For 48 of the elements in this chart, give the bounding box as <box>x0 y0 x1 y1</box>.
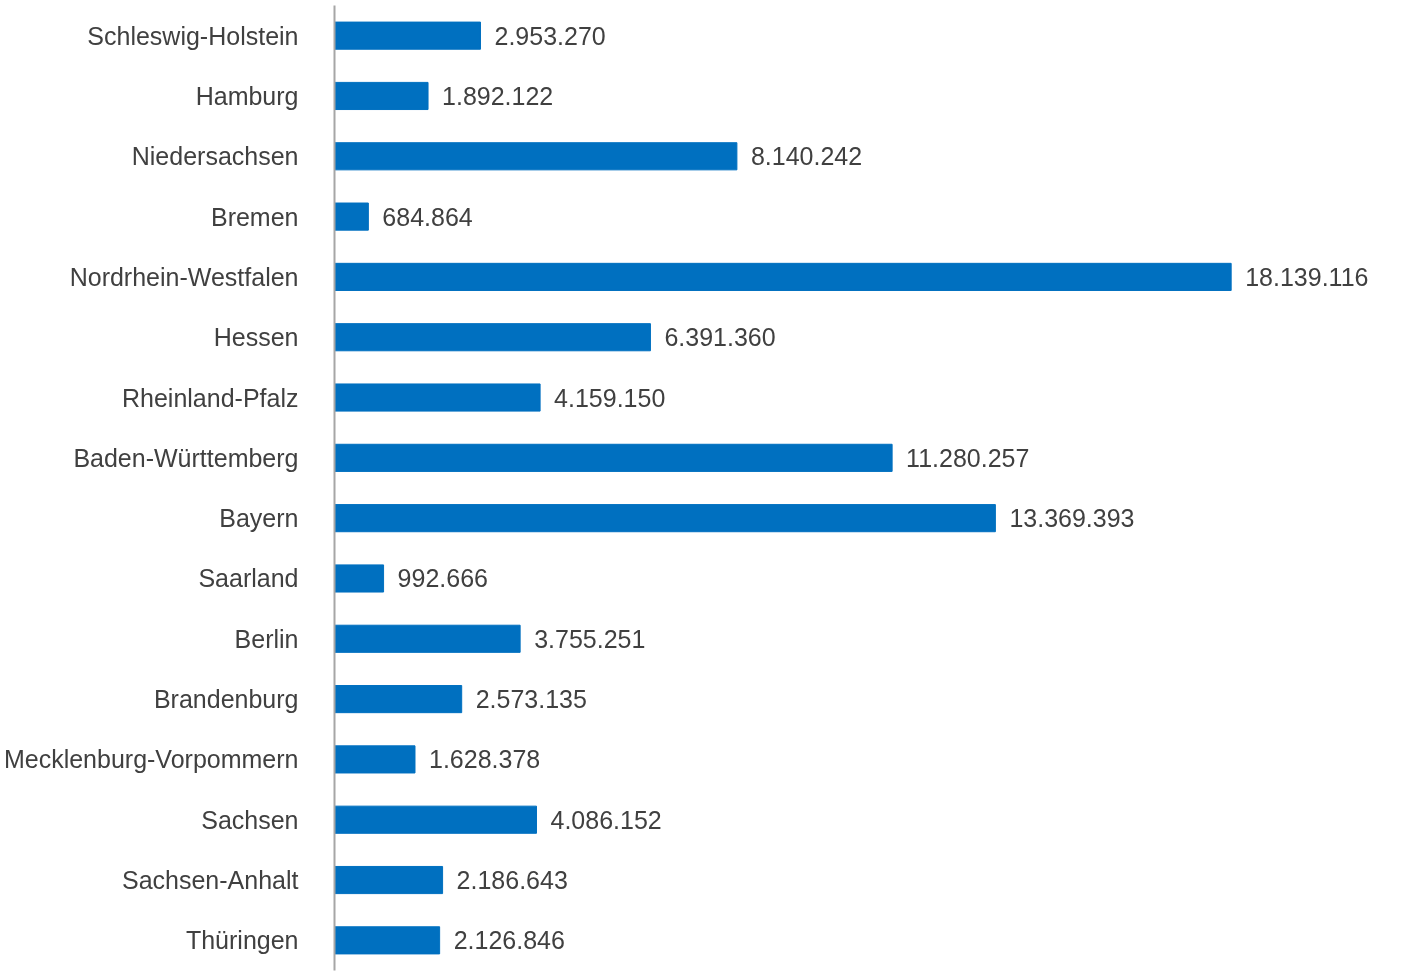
data-label: 2.573.135 <box>475 685 587 714</box>
data-label: 6.391.360 <box>664 323 776 352</box>
data-label: 4.159.150 <box>554 383 666 412</box>
data-label: 684.864 <box>382 202 473 231</box>
y-tick-label: Bayern <box>219 504 299 533</box>
y-tick-label: Nordrhein-Westfalen <box>69 262 299 291</box>
y-tick-label: Sachsen-Anhalt <box>122 866 299 895</box>
bar <box>334 504 996 533</box>
bar <box>334 564 385 593</box>
y-tick-label: Hessen <box>213 323 299 352</box>
bar <box>334 865 444 895</box>
data-label: 3.755.251 <box>534 624 646 653</box>
y-tick-label: Schleswig-Holstein <box>87 21 299 50</box>
y-tick-label: Hamburg <box>195 81 299 110</box>
y-tick-label: Bremen <box>210 202 299 231</box>
data-label: 2.186.643 <box>456 866 568 895</box>
bar <box>334 262 1232 291</box>
y-tick-label: Rheinland-Pfalz <box>122 383 299 412</box>
bar <box>334 323 651 352</box>
data-label: 2.126.846 <box>453 926 565 955</box>
bar <box>334 142 738 171</box>
bar <box>334 926 441 955</box>
bar <box>334 805 537 834</box>
data-label: 4.086.152 <box>550 805 662 834</box>
y-tick-label: Thüringen <box>185 926 299 955</box>
bar <box>334 202 369 231</box>
bar <box>334 383 541 412</box>
data-label: 8.140.242 <box>750 142 863 171</box>
y-tick-label: Baden-Württemberg <box>73 443 299 472</box>
bar <box>334 21 481 50</box>
data-label: 992.666 <box>397 564 488 593</box>
data-label: 18.139.116 <box>1245 262 1369 291</box>
bar <box>334 81 429 111</box>
bar <box>334 624 521 653</box>
bar <box>334 745 416 774</box>
data-label: 1.628.378 <box>429 745 541 774</box>
data-label: 13.369.393 <box>1009 504 1135 533</box>
y-tick-label: Niedersachsen <box>131 142 299 171</box>
y-tick-label: Mecklenburg-Vorpommern <box>3 745 299 774</box>
y-tick-label: Saarland <box>198 564 299 593</box>
y-tick-label: Sachsen <box>201 805 299 834</box>
data-label: 11.280.257 <box>906 443 1030 472</box>
bar <box>334 685 463 714</box>
y-tick-label: Berlin <box>234 624 299 653</box>
data-label: 1.892.122 <box>442 81 554 110</box>
y-tick-label: Brandenburg <box>153 685 299 714</box>
bar <box>334 443 893 472</box>
data-label: 2.953.270 <box>494 21 606 50</box>
